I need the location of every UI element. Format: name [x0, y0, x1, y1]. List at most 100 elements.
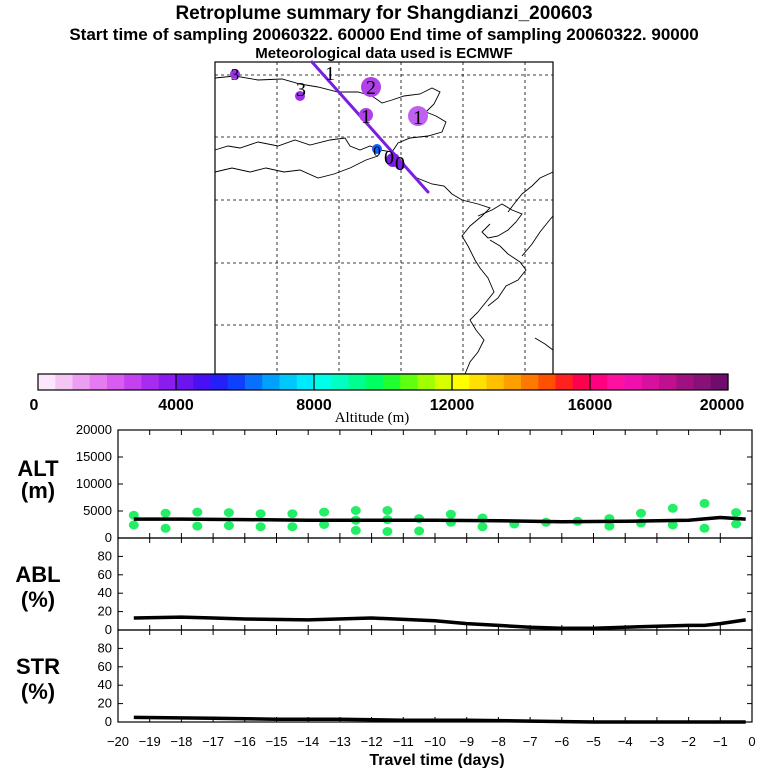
colorbar-swatch [227, 374, 246, 390]
x-tick-label: −15 [265, 734, 287, 749]
colorbar-frame [37, 373, 729, 391]
x-tick-label: −10 [424, 734, 446, 749]
x-tick-label: −13 [329, 734, 351, 749]
cluster-label: 2 [366, 77, 376, 99]
y-tick-label: 20000 [76, 422, 112, 437]
colorbar-swatch [624, 374, 643, 390]
y-tick-label: 0 [105, 714, 112, 729]
colorbar-tick-label: 12000 [430, 397, 475, 414]
x-tick-label: −7 [523, 734, 538, 749]
colorbar-tick-label: 0 [30, 397, 39, 414]
str-series-line [133, 715, 746, 724]
x-tick-label: −2 [681, 734, 696, 749]
colorbar-swatch [417, 374, 436, 390]
colorbar-swatch [348, 374, 367, 390]
colorbar-swatch [538, 374, 557, 390]
chart-title: Retroplume summary for Shangdianzi_20060… [175, 3, 593, 24]
x-tick-label: −20 [107, 734, 129, 749]
panel-frame [117, 537, 753, 631]
alt-panel: 20000 15000 10000 5000 0 ALT(m) [17, 422, 753, 545]
altitude-point [731, 508, 742, 518]
cluster-markers: 3 3 1 2 1 1 0 0 0 [230, 63, 428, 175]
x-tick-label: −6 [554, 734, 569, 749]
abl-panel: 80 60 40 20 0 ABL(%) [15, 537, 753, 637]
cluster-label: 0 [373, 144, 381, 160]
altitude-point [192, 507, 203, 517]
altitude-point [319, 507, 330, 517]
colorbar-swatch [710, 374, 729, 390]
y-tick-label: 80 [98, 640, 112, 655]
cluster-label: 1 [361, 106, 371, 128]
map-frame [214, 61, 554, 375]
plume-trajectory-line [310, 60, 430, 194]
colorbar-swatch [314, 374, 332, 390]
cluster-label: 3 [296, 79, 306, 101]
altitude-point [382, 506, 393, 515]
y-tick-label: 5000 [83, 503, 112, 518]
x-tick-label: −17 [202, 734, 224, 749]
x-tick-label: −8 [491, 734, 506, 749]
cluster-circle [408, 106, 428, 126]
x-tick-label: −4 [618, 734, 633, 749]
colorbar-swatches [38, 374, 729, 390]
colorbar-swatch [572, 374, 591, 390]
x-tick-label: −16 [234, 734, 256, 749]
y-tick-label: 60 [98, 567, 112, 582]
y-tick-label: 10000 [76, 476, 112, 491]
colorbar-swatch [331, 374, 350, 390]
cluster-label: 0 [395, 153, 405, 175]
colorbar-swatch [676, 374, 695, 390]
x-tick-label: 0 [748, 734, 755, 749]
colorbar-swatch [245, 374, 263, 390]
cluster-label: 0 [384, 147, 394, 169]
altitude-point [255, 509, 266, 519]
colorbar-swatch [296, 374, 315, 390]
colorbar-swatch [262, 374, 281, 390]
altitude-point [255, 522, 266, 532]
panel-label: ABL [15, 562, 60, 587]
colorbar-swatch [486, 374, 505, 390]
x-axis-title: Travel time (days) [369, 752, 504, 768]
colorbar-swatch [141, 374, 160, 390]
colorbar-title: Altitude (m) [335, 410, 410, 426]
altitude-point [287, 509, 298, 519]
cluster-circle [230, 69, 240, 79]
y-tick-label: 40 [98, 585, 112, 600]
altitude-point [667, 503, 678, 513]
altitude-point [350, 506, 361, 515]
altitude-point [477, 522, 488, 532]
time-series-panels: 20000150001000050000ALT(m)806040200ABL(%… [15, 422, 753, 729]
altitude-point [667, 520, 678, 530]
y-tick-label: 20 [98, 604, 112, 619]
colorbar-swatch [124, 374, 143, 390]
x-tick-label: −14 [297, 734, 319, 749]
cluster-circle [395, 160, 405, 170]
altitude-colorbar: 0 4000 8000 12000 16000 20000 Altitude (… [30, 373, 744, 426]
cluster-circle [361, 77, 381, 97]
colorbar-swatch [176, 374, 194, 390]
altitude-point [287, 522, 298, 532]
altitude-point [223, 508, 234, 518]
x-tick-label: −1 [713, 734, 728, 749]
colorbar-swatch [55, 374, 74, 390]
x-tick-label: −18 [170, 734, 192, 749]
x-tick-label: −11 [393, 734, 414, 749]
colorbar-tick-label: 8000 [296, 397, 332, 414]
altitude-point [192, 521, 203, 531]
altitude-point [731, 519, 742, 529]
sampling-times: Start time of sampling 20060322. 60000 E… [69, 25, 699, 44]
colorbar-swatch [590, 374, 608, 390]
cluster-circle [295, 91, 305, 101]
panel-label: STR [16, 654, 60, 679]
meteorological-data-note: Meteorological data used is ECMWF [255, 45, 513, 62]
panel-unit: (%) [21, 587, 55, 612]
colorbar-swatch [400, 374, 419, 390]
y-tick-label: 60 [98, 659, 112, 674]
colorbar-swatch [89, 374, 108, 390]
colorbar-tick-label: 16000 [568, 397, 613, 414]
colorbar-swatch [693, 374, 712, 390]
colorbar-swatch [555, 374, 574, 390]
panel-unit: (m) [21, 478, 55, 503]
colorbar-swatch [434, 374, 453, 390]
mean-altitude-line [133, 515, 746, 524]
